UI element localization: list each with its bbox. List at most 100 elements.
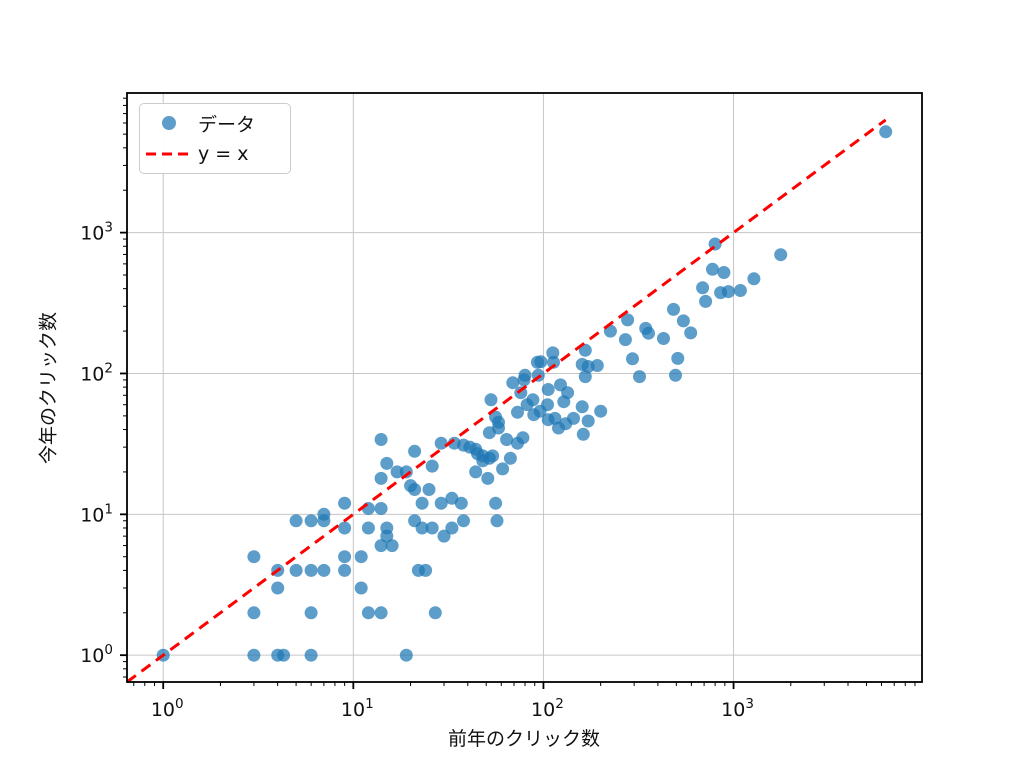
scatter-point xyxy=(434,436,448,450)
scatter-point xyxy=(554,378,567,392)
scatter-point xyxy=(304,648,318,662)
scatter-point xyxy=(361,521,375,535)
scatter-point xyxy=(684,326,698,340)
scatter-point xyxy=(247,648,261,662)
legend-label-data: データ xyxy=(198,113,256,136)
scatter-point xyxy=(518,368,532,382)
scatter-point xyxy=(361,502,375,515)
x-axis-label: 前年のクリック数 xyxy=(447,728,601,750)
scatter-point xyxy=(428,606,442,620)
scatter-point xyxy=(541,383,555,396)
scatter-point xyxy=(578,370,592,384)
scatter-point xyxy=(289,563,303,577)
scatter-point xyxy=(621,313,635,327)
scatter-point xyxy=(490,514,504,528)
identity-line xyxy=(126,118,887,684)
scatter-point xyxy=(399,465,413,479)
scatter-point xyxy=(639,321,653,335)
scatter-point xyxy=(317,563,331,577)
scatter-point xyxy=(374,606,388,620)
scatter-point xyxy=(526,393,540,407)
scatter-point xyxy=(361,606,375,620)
scatter-point xyxy=(581,414,595,428)
scatter-point xyxy=(304,563,318,577)
scatter-point xyxy=(879,125,893,139)
scatter-point xyxy=(489,496,503,510)
scatter-point xyxy=(667,302,680,316)
scatter-point xyxy=(422,483,436,496)
scatter-point xyxy=(548,411,562,425)
x-tick-label: 100 xyxy=(151,696,184,721)
scatter-point xyxy=(425,459,439,473)
scatter-point xyxy=(546,346,560,360)
legend: データ y = x xyxy=(139,103,291,174)
y-tick-label: 100 xyxy=(80,642,113,667)
scatter-point xyxy=(575,357,589,371)
scatter-point xyxy=(633,370,646,384)
scatter-point xyxy=(511,405,524,419)
scatter-point xyxy=(489,410,503,424)
scatter-point xyxy=(380,521,394,535)
scatter-point xyxy=(733,284,747,297)
scatter-point xyxy=(774,248,788,262)
scatter-point xyxy=(304,514,318,528)
scatter-point xyxy=(590,359,604,372)
scatter-point xyxy=(425,521,439,535)
scatter-point xyxy=(626,352,639,366)
scatter-point xyxy=(547,355,560,369)
scatter-point xyxy=(500,433,514,446)
scatter-point xyxy=(385,539,399,553)
scatter-point xyxy=(457,514,470,528)
scatter-point xyxy=(338,521,352,535)
scatter-point xyxy=(338,496,352,510)
scatter-point xyxy=(354,550,368,564)
scatter-point xyxy=(721,285,735,299)
scatter-point xyxy=(338,563,352,577)
legend-label-yx: y = x xyxy=(198,142,249,165)
scatter-point xyxy=(618,333,632,347)
plot-border xyxy=(126,92,923,683)
scatter-point xyxy=(354,581,368,595)
scatter-point xyxy=(516,431,530,445)
x-tick-label: 101 xyxy=(341,696,374,721)
scatter-point xyxy=(699,294,713,308)
scatter-point xyxy=(271,581,285,595)
scatter-point xyxy=(317,507,331,521)
x-tick-label: 103 xyxy=(721,696,754,721)
legend-entry-identity-line: y = x xyxy=(140,139,290,169)
scatter-point xyxy=(289,514,303,528)
scatter-point xyxy=(541,398,554,412)
scatter-point xyxy=(567,411,580,425)
scatter-point xyxy=(484,393,498,407)
scatter-point xyxy=(747,272,761,286)
scatter-point xyxy=(534,355,548,369)
scatter-point xyxy=(671,351,685,365)
scatter-point xyxy=(304,606,318,620)
scatter-point xyxy=(374,471,388,485)
scatter-point xyxy=(247,606,261,620)
scatter-point xyxy=(486,449,500,463)
scatter-point xyxy=(506,376,520,390)
scatter-point xyxy=(481,471,495,485)
scatter-point xyxy=(415,496,429,510)
scatter-point xyxy=(669,368,682,382)
scatter-point xyxy=(576,427,590,441)
scatter-point xyxy=(496,462,510,476)
scatter-point xyxy=(657,332,670,345)
scatter-point xyxy=(374,539,388,553)
scatter-point xyxy=(434,496,448,510)
scatter-point xyxy=(454,496,468,510)
scatter-point xyxy=(437,529,451,543)
legend-entry-data: データ xyxy=(140,108,290,138)
scatter-point xyxy=(380,456,394,470)
scatter-point xyxy=(706,262,719,276)
y-tick-label: 103 xyxy=(80,220,113,245)
scatter-point xyxy=(578,343,592,357)
scatter-point xyxy=(445,521,459,535)
y-axis-label: 今年のクリック数 xyxy=(37,311,60,465)
y-tick-label: 101 xyxy=(80,501,113,526)
scatter-point xyxy=(419,563,433,577)
scatter-point xyxy=(247,550,261,564)
